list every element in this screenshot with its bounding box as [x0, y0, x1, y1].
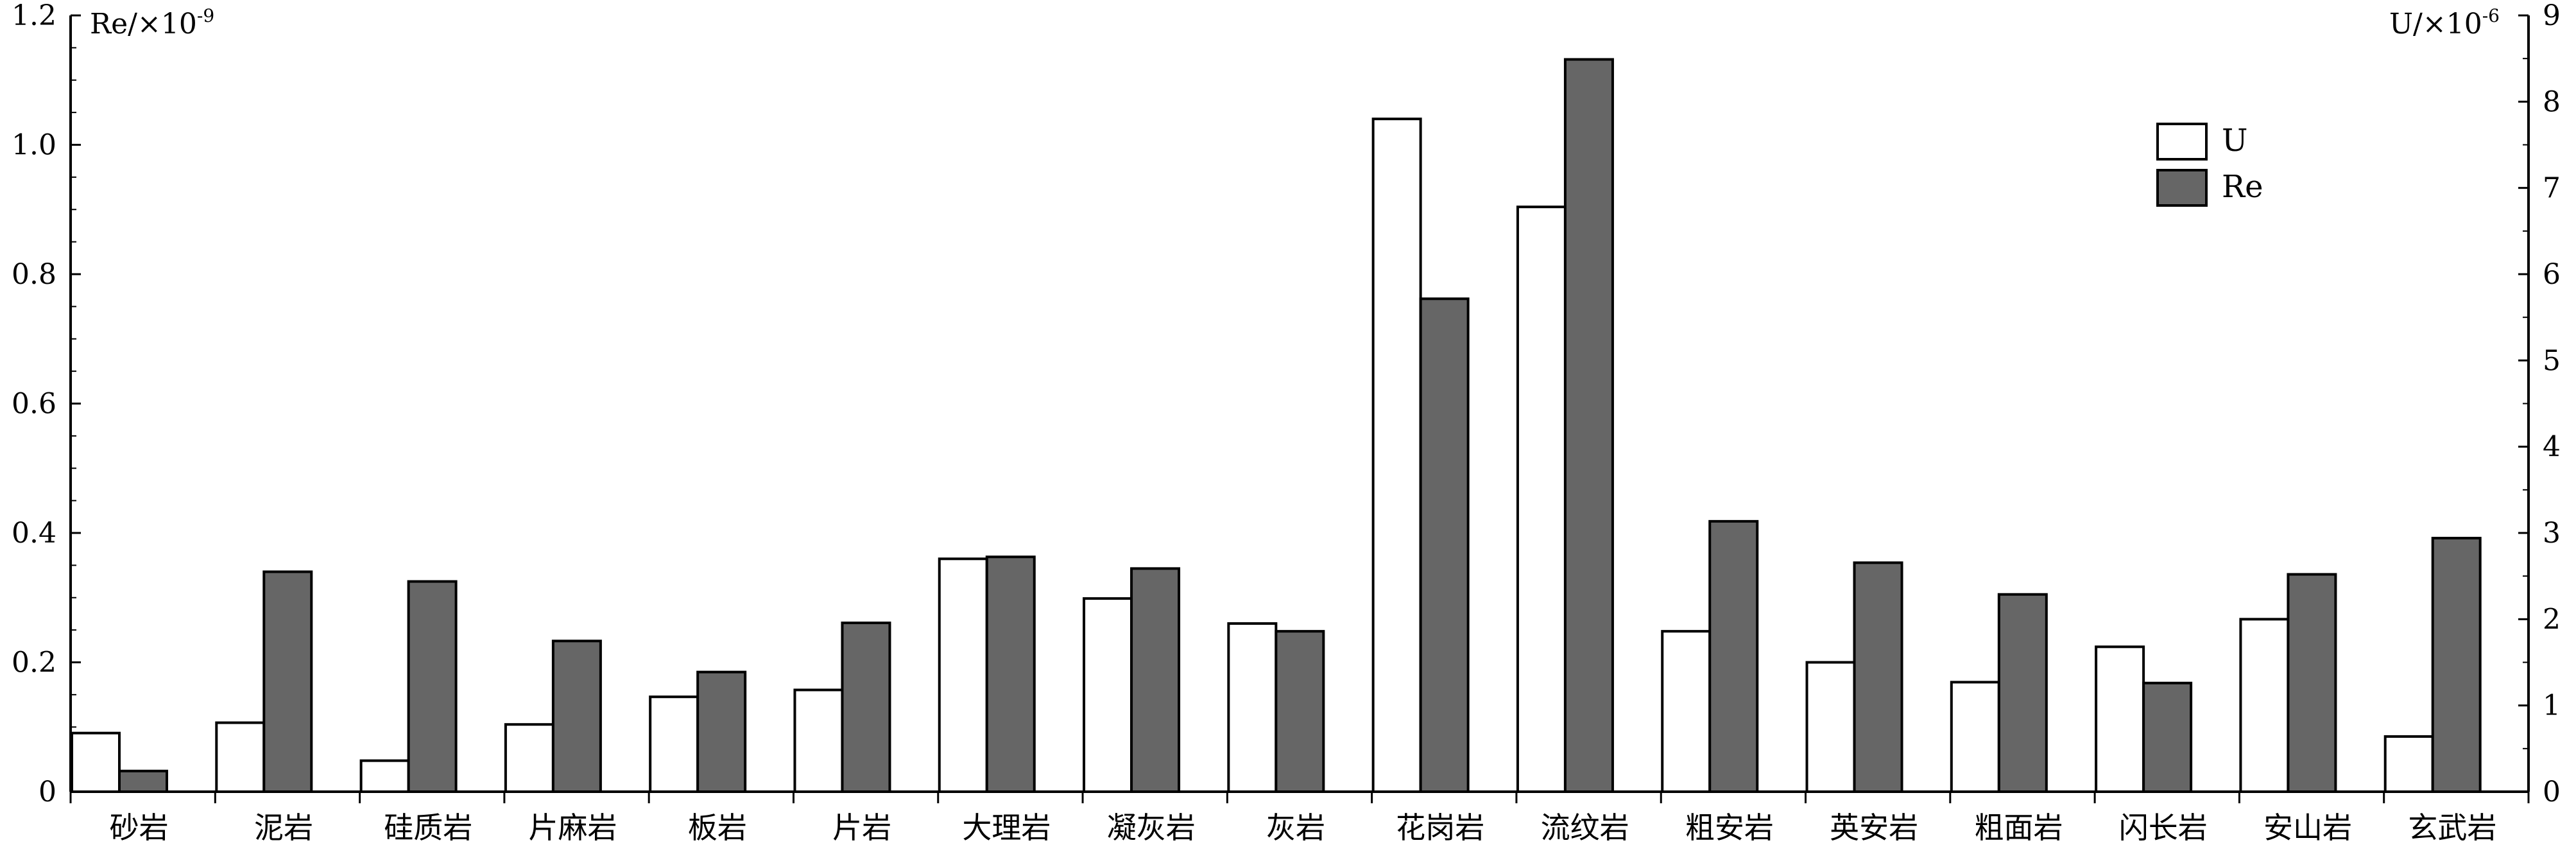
category-label: 片岩: [832, 810, 891, 845]
bar-u: [2239, 618, 2290, 793]
category-label: 流纹岩: [1541, 810, 1629, 845]
category-label: 片麻岩: [529, 810, 617, 845]
bar-u: [2383, 735, 2434, 793]
category-label: 板岩: [688, 810, 747, 845]
bar-u: [938, 557, 988, 793]
bar-re: [1997, 593, 2048, 794]
chart-legend: U Re: [2156, 123, 2263, 207]
bar-re: [2287, 573, 2337, 793]
left-tick-label: 0.8: [12, 258, 56, 291]
category-label: 玄武岩: [2408, 810, 2496, 845]
category-label: 砂岩: [110, 810, 169, 845]
category-label: 泥岩: [254, 810, 313, 845]
category-label: 凝灰岩: [1107, 810, 1196, 845]
right-tick-label: 5: [2543, 344, 2561, 377]
left-tick-label: 0.4: [12, 517, 56, 550]
left-tick-label: 0.6: [12, 388, 56, 421]
category-label: 大理岩: [962, 810, 1051, 845]
bar-re: [1563, 58, 1614, 793]
right-tick-label: 1: [2543, 690, 2561, 722]
right-tick-label: 3: [2543, 517, 2561, 550]
right-tick-label: 2: [2543, 603, 2561, 636]
bar-u: [649, 695, 700, 793]
right-tick-label: 9: [2543, 0, 2561, 32]
bar-re: [407, 580, 458, 793]
category-label: 灰岩: [1266, 810, 1325, 845]
bar-u: [1805, 661, 1856, 793]
bar-re: [551, 640, 602, 793]
category-label: 闪长岩: [2119, 810, 2208, 845]
bar-re: [1275, 630, 1325, 794]
bar-u: [504, 723, 554, 793]
chart-labels: 0 0.2 0.4 0.6 0.8 1.0 1.2 0 1 2 3 4 5 6 7 8 9 Re/×10-9 U/×…: [12, 0, 2561, 845]
bar-u: [215, 721, 266, 793]
bar-re: [1419, 297, 1470, 794]
legend-label: U: [2222, 123, 2247, 159]
category-label: 粗安岩: [1685, 810, 1774, 845]
bar-u: [1083, 597, 1133, 793]
right-axis-title: U/×10-6: [2389, 5, 2500, 40]
right-tick-label: 8: [2543, 85, 2561, 118]
right-tick-label: 6: [2543, 258, 2561, 291]
category-label: 英安岩: [1830, 810, 1918, 845]
right-tick-label: 7: [2543, 172, 2561, 205]
bar-u: [1516, 205, 1567, 794]
left-axis-title: Re/×10-9: [90, 5, 214, 40]
bar-u: [1227, 622, 1278, 793]
bar-re: [262, 570, 313, 793]
bar-u: [359, 759, 410, 794]
legend-swatch: [2156, 123, 2208, 161]
bar-u: [793, 688, 844, 794]
bar-u: [71, 731, 121, 793]
bar-re: [1708, 519, 1759, 793]
right-tick-label: 4: [2543, 431, 2561, 464]
bar-re: [2431, 537, 2482, 793]
category-label: 安山岩: [2263, 810, 2352, 845]
bar-re: [1853, 561, 1903, 793]
left-tick-label: 1.0: [12, 129, 56, 162]
bar-re: [2142, 681, 2193, 793]
bar-re: [118, 769, 168, 794]
category-label: 硅质岩: [384, 810, 472, 845]
bar-u: [1661, 630, 1712, 794]
bar-u: [1950, 681, 2000, 793]
category-label: 粗面岩: [1974, 810, 2063, 845]
category-label: 花岗岩: [1396, 810, 1484, 845]
legend-label: Re: [2222, 169, 2263, 205]
bar-u: [2095, 645, 2145, 793]
left-tick-label: 0: [39, 776, 56, 808]
bar-re: [985, 555, 1036, 794]
left-tick-label: 0.2: [12, 647, 56, 679]
bar-re: [841, 622, 891, 793]
bar-re: [696, 670, 747, 794]
bar-re: [1130, 567, 1181, 793]
legend-swatch: [2156, 169, 2208, 207]
bar-u: [1371, 118, 1422, 794]
chart-bars: [71, 58, 2482, 794]
left-tick-label: 1.2: [12, 0, 56, 32]
right-tick-label: 0: [2543, 776, 2561, 808]
